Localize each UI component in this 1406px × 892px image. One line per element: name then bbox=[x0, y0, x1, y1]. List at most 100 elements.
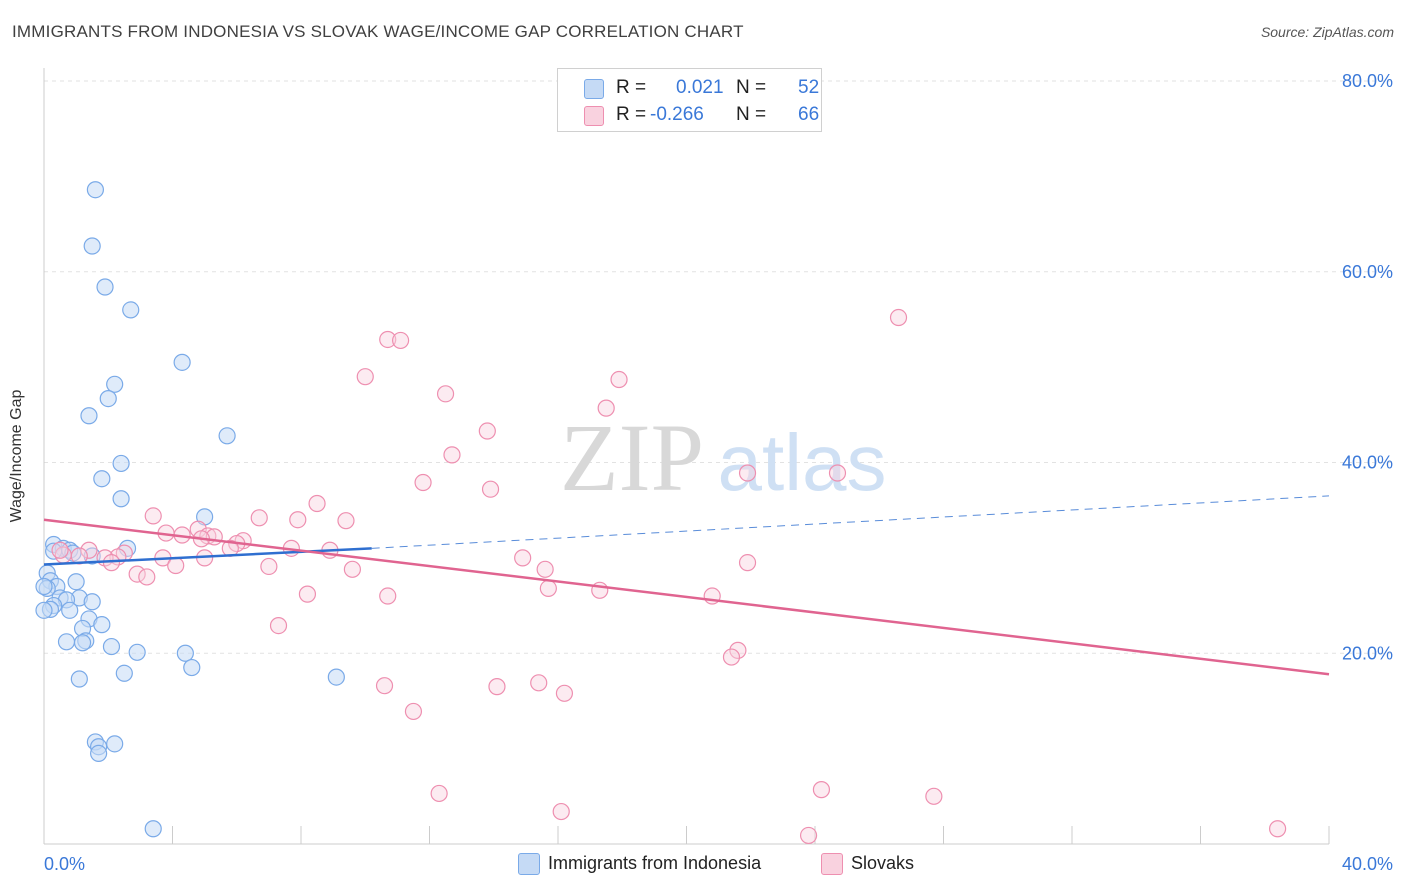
point-slovaks bbox=[610, 370, 628, 389]
legend-n-value-slovaks: 66 bbox=[798, 104, 820, 125]
point-indonesia bbox=[80, 407, 98, 425]
point-indonesia bbox=[218, 427, 236, 445]
point-indonesia bbox=[99, 389, 117, 408]
point-slovaks bbox=[308, 494, 326, 513]
y-tick-label: 40.0% bbox=[1342, 453, 1393, 473]
bottom-legend-label-indonesia: Immigrants from Indonesia bbox=[548, 853, 762, 873]
watermark: ZIP atlas bbox=[560, 404, 886, 511]
point-slovaks bbox=[289, 511, 307, 529]
point-slovaks bbox=[729, 641, 747, 659]
point-slovaks bbox=[812, 781, 831, 799]
y-tick-label: 80.0% bbox=[1342, 71, 1393, 91]
point-indonesia bbox=[118, 539, 137, 557]
point-slovaks bbox=[514, 549, 532, 567]
y-axis-label: Wage/Income Gap bbox=[8, 389, 25, 523]
point-slovaks bbox=[488, 678, 506, 696]
x-tick-label: 40.0% bbox=[1342, 854, 1393, 874]
axes bbox=[43, 68, 1330, 845]
point-indonesia bbox=[83, 237, 101, 255]
series-indonesia-points bbox=[35, 181, 345, 838]
point-slovaks bbox=[167, 556, 185, 575]
point-indonesia bbox=[96, 278, 114, 296]
legend-r-value-indonesia: 0.021 bbox=[676, 77, 724, 98]
point-indonesia bbox=[93, 470, 111, 488]
point-slovaks bbox=[889, 308, 908, 327]
trend-line-slovaks bbox=[43, 518, 1330, 676]
legend-n-label: N = bbox=[736, 104, 767, 125]
point-slovaks bbox=[799, 826, 818, 845]
point-slovaks bbox=[138, 568, 156, 586]
point-slovaks bbox=[555, 684, 574, 702]
point-indonesia bbox=[112, 454, 130, 473]
grid-lines bbox=[44, 80, 1392, 654]
point-slovaks bbox=[128, 565, 146, 583]
point-slovaks bbox=[481, 480, 500, 498]
point-slovaks bbox=[375, 677, 394, 695]
watermark-atlas: atlas bbox=[718, 418, 887, 507]
point-slovaks bbox=[80, 541, 98, 559]
y-tick-label: 60.0% bbox=[1342, 262, 1393, 282]
point-slovaks bbox=[536, 560, 554, 578]
point-indonesia bbox=[67, 573, 85, 591]
point-slovaks bbox=[597, 399, 615, 417]
source-label: Source: ZipAtlas.com bbox=[1260, 24, 1394, 40]
point-indonesia bbox=[128, 643, 146, 661]
point-indonesia bbox=[45, 542, 63, 560]
trend-line-indonesia bbox=[43, 547, 372, 566]
point-slovaks bbox=[337, 512, 355, 530]
point-indonesia bbox=[106, 375, 124, 393]
point-indonesia bbox=[102, 637, 121, 656]
bottom-legend-swatch-indonesia bbox=[518, 853, 540, 875]
series-slovaks-points bbox=[51, 308, 1287, 845]
point-indonesia bbox=[115, 664, 133, 682]
y-tick-label: 20.0% bbox=[1342, 643, 1393, 663]
point-slovaks bbox=[722, 648, 741, 666]
point-slovaks bbox=[828, 464, 847, 482]
point-slovaks bbox=[414, 473, 432, 492]
point-indonesia bbox=[144, 820, 162, 838]
tick-labels: 20.0% 40.0% 60.0% 80.0% 0.0% 40.0% bbox=[44, 71, 1393, 874]
x-tick-label: 0.0% bbox=[44, 854, 85, 874]
point-indonesia bbox=[183, 658, 201, 677]
chart-title: IMMIGRANTS FROM INDONESIA VS SLOVAK WAGE… bbox=[12, 22, 744, 41]
point-slovaks bbox=[391, 331, 410, 350]
point-slovaks bbox=[250, 509, 268, 527]
bottom-legend-swatch-slovaks bbox=[821, 853, 843, 875]
watermark-zip: ZIP bbox=[560, 404, 704, 511]
point-indonesia bbox=[176, 644, 194, 662]
legend-n-label: N = bbox=[736, 77, 767, 98]
legend-r-label: R = bbox=[616, 104, 647, 125]
point-indonesia bbox=[57, 633, 76, 651]
trend-line-indonesia-extension bbox=[371, 495, 1330, 549]
point-indonesia bbox=[35, 577, 53, 596]
point-indonesia bbox=[93, 616, 111, 634]
point-slovaks bbox=[436, 385, 455, 403]
bottom-legend-label-slovaks: Slovaks bbox=[851, 853, 915, 873]
legend-swatch-indonesia bbox=[584, 79, 604, 99]
point-slovaks bbox=[379, 330, 397, 349]
point-indonesia bbox=[327, 668, 345, 686]
point-slovaks bbox=[539, 579, 557, 597]
point-slovaks bbox=[404, 702, 423, 721]
point-indonesia bbox=[106, 735, 124, 753]
point-indonesia bbox=[122, 301, 140, 319]
point-slovaks bbox=[1268, 820, 1287, 838]
point-slovaks bbox=[356, 368, 374, 386]
point-slovaks bbox=[925, 787, 943, 805]
point-slovaks bbox=[430, 784, 448, 803]
legend-n-value-indonesia: 52 bbox=[798, 77, 820, 98]
trend-lines bbox=[43, 495, 1330, 676]
point-indonesia bbox=[90, 744, 108, 762]
point-indonesia bbox=[173, 353, 191, 371]
point-slovaks bbox=[552, 802, 570, 821]
legend-swatch-slovaks bbox=[584, 106, 604, 126]
point-slovaks bbox=[443, 446, 461, 464]
point-indonesia bbox=[73, 634, 92, 652]
point-slovaks bbox=[51, 541, 69, 559]
point-slovaks bbox=[478, 422, 496, 440]
correlation-legend: R = 0.021 N = 52 R = -0.266 N = 66 bbox=[557, 68, 822, 132]
legend-r-value-slovaks: -0.266 bbox=[650, 104, 704, 125]
point-indonesia bbox=[35, 601, 53, 619]
point-indonesia bbox=[112, 490, 130, 508]
point-indonesia bbox=[61, 601, 79, 619]
